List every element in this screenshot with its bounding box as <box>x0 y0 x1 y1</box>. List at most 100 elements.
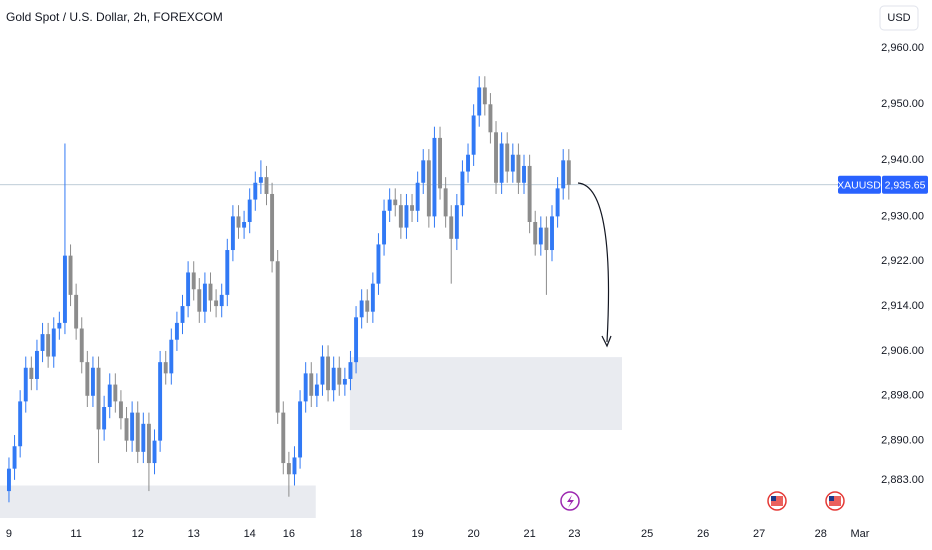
y-tick-label: 2,883.00 <box>881 474 924 486</box>
candle-body <box>247 199 252 222</box>
overlay <box>577 182 612 348</box>
candle-body <box>275 261 280 413</box>
flag <box>829 496 841 506</box>
x-tick-label: 18 <box>350 528 362 540</box>
candle-body <box>387 199 392 211</box>
symbol-label: XAUUSD <box>837 180 881 192</box>
candle-body <box>544 227 549 251</box>
y-tick-label: 2,914.00 <box>881 300 924 312</box>
price-tag <box>882 175 928 194</box>
candle-body <box>152 440 157 464</box>
candle-body <box>96 367 101 430</box>
x-tick-label: 14 <box>244 528 256 540</box>
x-tick-label: 28 <box>815 528 827 540</box>
candle-body <box>533 222 538 245</box>
candle-body <box>382 210 387 245</box>
x-tick-label: 12 <box>132 528 144 540</box>
y-tick-label: 2,940.00 <box>881 154 924 166</box>
candle-body <box>438 137 442 189</box>
candle-body <box>354 317 359 363</box>
candle-body <box>555 188 560 217</box>
symbol-tag <box>838 175 881 194</box>
candle-body <box>398 205 403 228</box>
candle-body <box>180 306 185 323</box>
y-tick-label: 2,930.00 <box>881 210 924 222</box>
candle-body <box>510 154 515 172</box>
x-tick-label: 26 <box>697 528 709 540</box>
candle-body <box>236 216 241 228</box>
candle-body <box>320 356 325 385</box>
candle-body <box>393 199 398 206</box>
candle-body <box>46 334 51 357</box>
candle-body <box>253 182 258 200</box>
lightning <box>567 495 574 508</box>
candle-body <box>68 255 73 295</box>
x-tick-label: 19 <box>412 528 424 540</box>
candle-body <box>460 171 465 206</box>
candle-body <box>337 367 342 385</box>
candle-body <box>34 350 39 379</box>
currency-button[interactable] <box>879 5 919 31</box>
candle-body <box>286 463 291 475</box>
candle-body <box>62 255 67 323</box>
event-icons <box>560 491 845 511</box>
x-tick-label: 20 <box>468 528 480 540</box>
candle-body <box>29 367 34 379</box>
candle-body <box>415 182 420 211</box>
candle-body <box>516 154 521 183</box>
candle-body <box>432 137 437 217</box>
candle-body <box>12 446 17 469</box>
y-tick-label: 2,906.00 <box>881 345 924 357</box>
candle-body <box>505 143 510 172</box>
candle-body <box>522 165 526 183</box>
candle-body <box>242 222 247 228</box>
candle-body <box>454 205 459 239</box>
x-tick-label: 16 <box>283 528 295 540</box>
candle-body <box>365 300 370 312</box>
candle-body <box>90 367 95 396</box>
candle-body <box>449 216 454 239</box>
candle-body <box>174 322 179 340</box>
candle-body <box>270 193 275 262</box>
candle-body <box>331 367 336 391</box>
candle-body <box>292 457 297 475</box>
y-tick-label: 2,950.00 <box>881 98 924 110</box>
candle-body <box>421 160 426 183</box>
x-tick-label: Mar <box>850 528 869 540</box>
candle-body <box>426 160 431 217</box>
candle-body <box>466 154 470 172</box>
candle-body <box>169 339 174 374</box>
candle-body <box>6 468 11 492</box>
candle-body <box>18 401 23 447</box>
candle-body <box>51 328 56 357</box>
candle-body <box>376 244 381 284</box>
candle-body <box>214 300 219 307</box>
candle-body <box>85 362 90 396</box>
candle-body <box>225 250 230 295</box>
candle-body <box>326 356 331 391</box>
candle-body <box>342 378 347 385</box>
candle-body <box>499 143 504 183</box>
flag <box>771 496 783 506</box>
y-tick-label: 2,898.00 <box>881 390 924 402</box>
candle-body <box>163 362 168 374</box>
arrow-head <box>601 335 612 348</box>
candle-body <box>404 205 409 228</box>
candle-body <box>202 283 207 312</box>
candle-body <box>118 401 123 419</box>
candle-body <box>488 104 493 133</box>
candle-body <box>258 177 263 183</box>
candle-body <box>208 283 213 301</box>
candle-body <box>124 418 129 441</box>
candle-body <box>281 412 286 464</box>
y-tick-label: 2,922.00 <box>881 255 924 267</box>
zones <box>0 357 622 518</box>
candle-body <box>550 216 554 251</box>
candle-body <box>482 87 487 105</box>
currency-label[interactable]: USD <box>887 12 910 24</box>
candle-body <box>146 423 151 464</box>
axes: 2,960.00 2,950.00 2,940.00 2,930.00 2,922.00… <box>6 42 928 540</box>
candle-body <box>566 160 571 185</box>
